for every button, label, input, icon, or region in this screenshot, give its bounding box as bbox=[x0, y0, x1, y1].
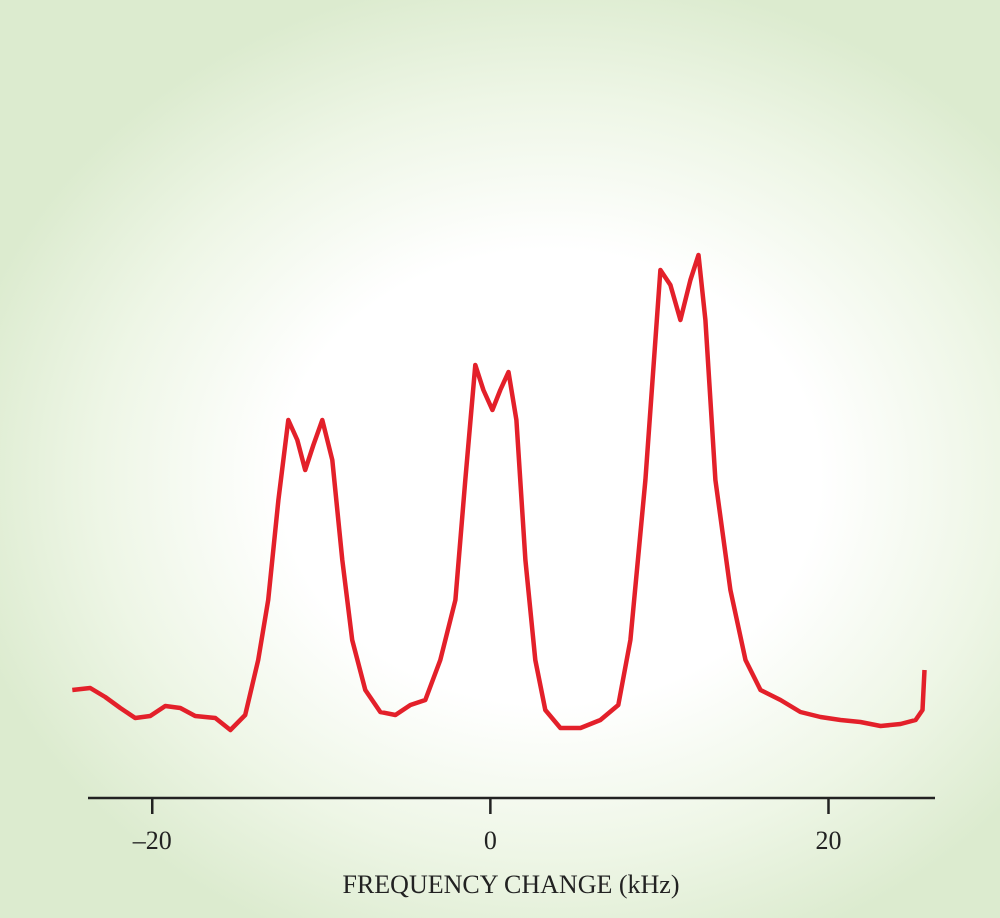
x-tick-label: –20 bbox=[132, 826, 172, 855]
x-tick-label: 20 bbox=[815, 826, 841, 855]
x-axis-label: FREQUENCY CHANGE (kHz) bbox=[342, 870, 679, 899]
x-tick-label: 0 bbox=[484, 826, 497, 855]
spectrum-line bbox=[72, 252, 927, 733]
